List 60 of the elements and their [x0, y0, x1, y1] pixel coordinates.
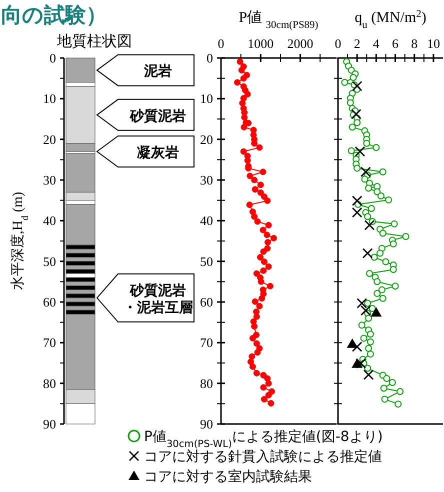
x-tick-label: 1000 — [248, 36, 274, 51]
x-tick-label: 0 — [334, 36, 342, 51]
y-tick-label: 50 — [200, 254, 213, 269]
y-tick-label: 70 — [200, 335, 213, 350]
point — [352, 342, 362, 352]
y-tick-label: 40 — [200, 213, 213, 228]
y-tick-label: 90 — [43, 416, 56, 432]
legend-label: P値$_{30cm(PS-WL)}$による推定値(図-8より) — [144, 429, 383, 450]
point — [360, 166, 371, 178]
bar — [66, 58, 96, 83]
x-tick-label: 2000 — [287, 36, 314, 51]
point — [350, 108, 362, 120]
point — [370, 307, 382, 317]
point — [356, 298, 368, 308]
point — [364, 220, 375, 230]
y-tick-label: 10 — [43, 91, 56, 106]
chart-title: q$_{u}$ (MN/m$^{2}$) — [354, 8, 426, 30]
chart-title: 地質柱状図 — [56, 33, 132, 50]
y-tick-label: 60 — [43, 294, 56, 310]
y-tick-label: 30 — [200, 172, 213, 188]
y-tick-label: 80 — [43, 376, 56, 391]
text: 凝灰岩 — [137, 145, 179, 162]
point — [346, 338, 358, 348]
point — [352, 196, 362, 206]
y-tick-label: 70 — [43, 335, 56, 350]
y-tick-label: 80 — [200, 376, 213, 391]
y-tick-label: 50 — [43, 254, 56, 269]
legend-label: コアに対する室内試験結果 — [144, 469, 312, 485]
point — [356, 358, 366, 369]
chart-title: P値 $_{30cm(PS89)}$ — [238, 9, 319, 30]
x-tick-label: 8 — [411, 36, 418, 51]
y-tick-label: 20 — [200, 132, 213, 147]
x-tick-label: 10 — [426, 36, 440, 51]
point — [360, 305, 371, 316]
bar — [66, 204, 96, 246]
y-tick-label: 90 — [200, 416, 213, 432]
x-tick-label: 2 — [354, 36, 360, 51]
point — [362, 248, 373, 258]
y-tick-label: 30 — [43, 172, 56, 188]
point — [352, 80, 362, 92]
x-tick-label: 6 — [392, 36, 400, 51]
text: 砂質泥岩・泥岩互層 — [123, 282, 193, 316]
y-tick-label: 0 — [50, 50, 56, 66]
text: 砂質泥岩 — [129, 107, 186, 124]
point — [363, 370, 374, 380]
point — [354, 146, 366, 157]
x-tick-label: 4 — [372, 36, 380, 51]
y-tick-label: 0 — [206, 50, 213, 66]
legend-label: コアに対する針貫入試験による推定値 — [144, 449, 382, 465]
y-tick-label: 60 — [200, 294, 213, 310]
point — [352, 358, 363, 368]
x-tick-label: 0 — [218, 36, 224, 51]
bar — [66, 273, 96, 278]
text: 泥岩 — [143, 64, 172, 80]
y-tick-label: 40 — [43, 213, 56, 228]
point — [352, 207, 362, 218]
bar — [66, 306, 96, 310]
text: 向の試験） — [1, 3, 107, 27]
y-tick-label: 20 — [43, 132, 56, 147]
y-tick-label: 10 — [200, 91, 213, 106]
